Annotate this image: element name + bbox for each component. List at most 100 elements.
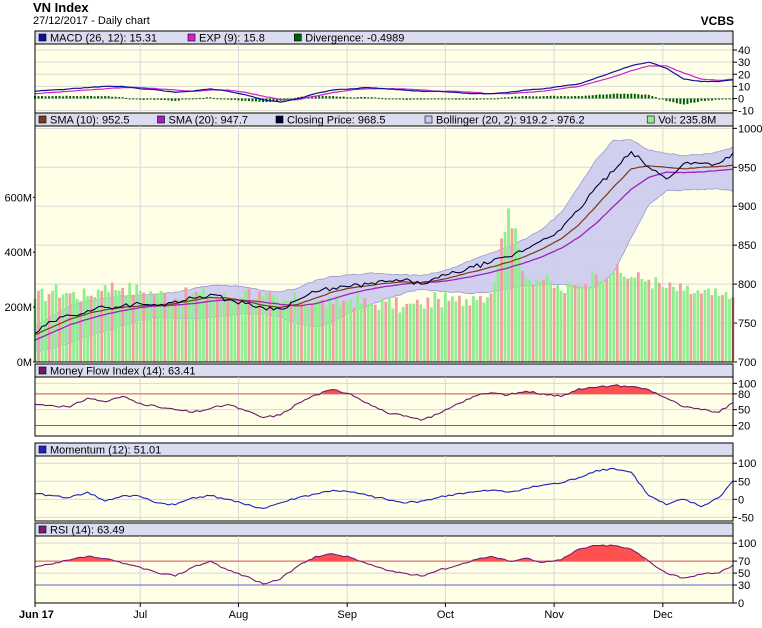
volume-bar: [447, 300, 451, 362]
divergence-bar: [258, 98, 261, 102]
volume-bar: [107, 292, 111, 362]
divergence-bar: [48, 96, 51, 99]
volume-bar: [608, 276, 612, 362]
mfi-line: [34, 384, 734, 421]
volume-bar: [566, 282, 570, 362]
divergence-bar: [163, 98, 166, 101]
divergence-bar: [51, 96, 54, 99]
divergence-bar: [132, 98, 135, 100]
volume-bar: [486, 297, 489, 362]
volume-bar: [573, 284, 577, 362]
divergence-bar: [546, 96, 549, 99]
volume-bar: [436, 298, 440, 362]
divergence-bar: [360, 97, 363, 99]
price-ytick-label: 1000: [738, 123, 762, 135]
volume-bar: [128, 282, 132, 362]
divergence-bar: [721, 98, 724, 100]
volume-bar: [598, 281, 602, 362]
divergence-bar: [637, 94, 640, 99]
price-legend-label: SMA (10): 952.5: [50, 115, 130, 127]
volume-bar: [110, 282, 114, 362]
divergence-bar: [518, 96, 521, 99]
divergence-bar: [90, 95, 93, 99]
volume-bar: [173, 298, 177, 362]
volume-bar: [686, 285, 689, 362]
divergence-bar: [174, 98, 177, 101]
volume-bar: [282, 300, 286, 362]
momentum-ytick-label: 100: [738, 458, 756, 470]
volume-bar: [356, 293, 360, 362]
rsi-overbought-fill: [554, 545, 646, 562]
macd-legend-swatch: [38, 33, 47, 42]
divergence-bar: [118, 97, 121, 99]
volume-bar: [300, 303, 303, 362]
divergence-bar: [447, 98, 450, 100]
volume-bar: [205, 299, 209, 362]
volume-bar: [377, 309, 381, 362]
divergence-bar: [525, 96, 528, 99]
volume-bar: [461, 306, 465, 362]
rsi-legend-label: RSI (14): 63.49: [50, 525, 125, 537]
divergence-bar: [328, 96, 331, 99]
volume-bar: [507, 208, 510, 362]
divergence-bar: [76, 96, 79, 99]
divergence-bar: [384, 98, 387, 100]
divergence-bar: [423, 98, 426, 100]
volume-bar: [468, 305, 472, 362]
price-legend-swatch: [424, 115, 433, 124]
volume-bar: [584, 283, 588, 362]
divergence-bar: [528, 96, 531, 99]
macd-legend-swatch: [293, 33, 302, 42]
volume-bar: [475, 300, 479, 362]
volume-bar: [528, 279, 531, 362]
volume-bar: [124, 296, 128, 362]
divergence-bar: [493, 98, 496, 100]
divergence-bar: [475, 98, 478, 100]
volume-bar: [503, 232, 507, 362]
volume-bar: [230, 298, 233, 362]
divergence-bar: [465, 98, 468, 100]
momentum-ytick-label: 0: [738, 494, 744, 506]
divergence-bar: [521, 96, 524, 99]
macd-ytick-label: 30: [738, 57, 750, 69]
macd-ytick-label: 0: [738, 93, 744, 105]
volume-bar: [331, 304, 335, 362]
divergence-bar: [83, 95, 86, 99]
volume-bar: [633, 277, 637, 362]
volume-bar: [693, 293, 696, 362]
divergence-bar: [679, 98, 682, 104]
divergence-bar: [584, 95, 587, 99]
volume-bar: [591, 270, 595, 362]
volume-bar: [440, 307, 444, 362]
volume-bar: [542, 279, 545, 362]
price-legend-swatch: [38, 115, 47, 124]
divergence-bar: [419, 98, 422, 100]
divergence-bar: [114, 96, 117, 99]
divergence-bar: [689, 98, 692, 103]
volume-bar: [714, 288, 717, 362]
divergence-bar: [612, 93, 615, 99]
volume-bar: [177, 299, 181, 362]
volume-bar: [587, 286, 591, 362]
divergence-bar: [142, 98, 145, 100]
macd-ytick-label: 40: [738, 45, 750, 57]
volume-bar: [559, 290, 563, 362]
divergence-bar: [405, 98, 408, 100]
volume-bar: [661, 287, 665, 362]
volume-bar: [496, 263, 500, 362]
divergence-bar: [489, 98, 492, 100]
volume-bar: [605, 278, 609, 362]
momentum-frame: [34, 442, 734, 522]
price-legend-swatch: [275, 115, 284, 124]
volume-bar: [138, 290, 142, 362]
divergence-bar: [451, 98, 454, 100]
divergence-bar: [549, 95, 552, 99]
divergence-bar: [93, 96, 96, 99]
divergence-bar: [135, 98, 138, 100]
divergence-bar: [212, 97, 215, 99]
divergence-bar: [658, 98, 661, 100]
divergence-bar: [79, 96, 82, 99]
divergence-bar: [686, 98, 689, 105]
volume-bar: [535, 279, 538, 362]
divergence-bar: [269, 98, 272, 102]
